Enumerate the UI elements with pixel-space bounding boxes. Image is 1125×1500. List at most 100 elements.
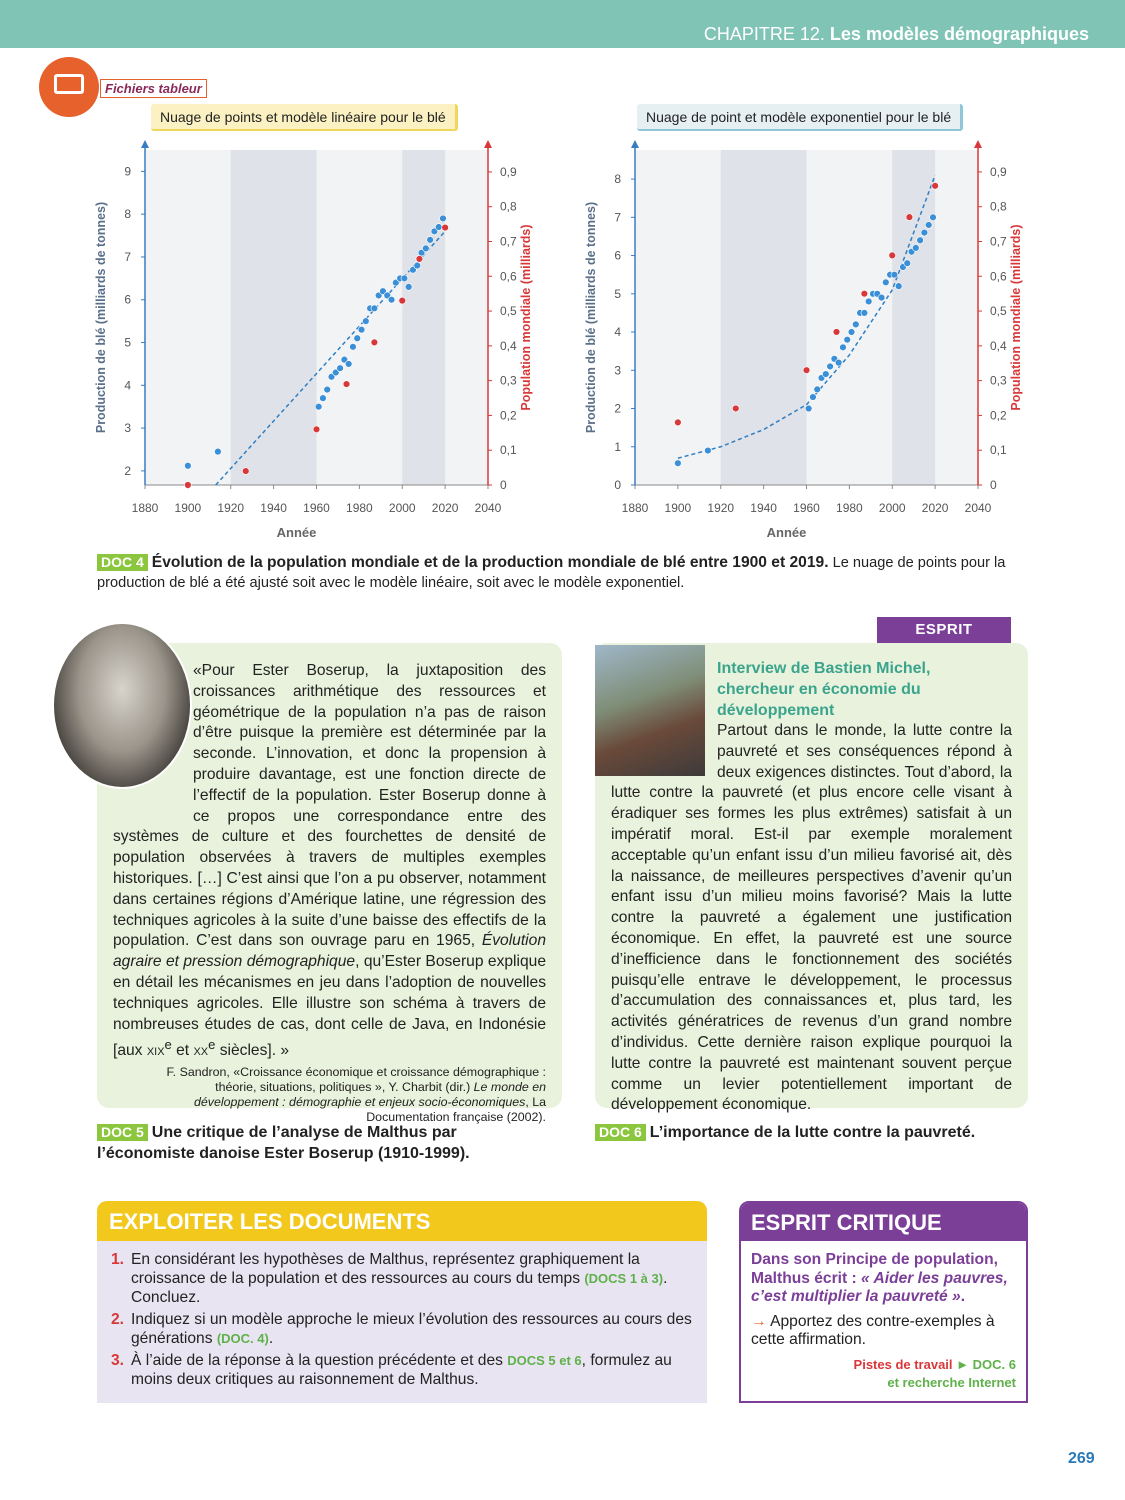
- exercise-number: 2.: [111, 1311, 125, 1328]
- y-tick-label: 3: [124, 421, 131, 435]
- y2-tick-label: 0,3: [990, 374, 1007, 388]
- data-point: [860, 289, 869, 298]
- x-tick-label: 1900: [665, 501, 692, 515]
- data-point: [834, 358, 843, 367]
- doc-title: L’importance de la lutte contre la pauvr…: [649, 1124, 976, 1141]
- spreadsheet-icon: [39, 57, 99, 117]
- chapter-number: CHAPITRE 12.: [703, 24, 825, 44]
- x-tick-label: 1940: [260, 501, 287, 515]
- data-point: [882, 278, 890, 287]
- superscript: e: [164, 1037, 172, 1053]
- critique-box: ESPRIT CRITIQUE Dans son Principe de pop…: [739, 1201, 1028, 1403]
- x-tick-label: 2000: [389, 501, 416, 515]
- y-axis-arrow: [631, 140, 639, 148]
- y2-tick-label: 0,1: [500, 443, 517, 457]
- exercise: 3. À l’aide de la réponse à la question p…: [111, 1351, 693, 1389]
- quote: «Pour Ester Boserup, la juxtaposition de…: [113, 661, 546, 1062]
- doc-ref: DOCS 5 et 6: [507, 1353, 582, 1368]
- data-point: [877, 293, 886, 302]
- arrow: →: [751, 1312, 767, 1330]
- y-tick-label: 7: [614, 210, 621, 224]
- data-point: [920, 228, 929, 237]
- exercise-number: 1.: [111, 1251, 125, 1268]
- data-point: [813, 385, 821, 394]
- data-point: [704, 446, 712, 455]
- y2-tick-label: 0,1: [990, 443, 1007, 457]
- data-point: [426, 236, 434, 244]
- x-tick-label: 1880: [622, 501, 649, 515]
- y2-axis-label: Population mondiale (milliards): [519, 224, 533, 410]
- x-tick-label: 2020: [432, 501, 459, 515]
- doc-title: Une critique de l’analyse de Malthus par…: [97, 1124, 470, 1162]
- x-tick-label: 2000: [879, 501, 906, 515]
- data-point: [826, 362, 834, 371]
- x-tick-label: 1920: [707, 501, 734, 515]
- data-point: [387, 296, 396, 304]
- data-point: [357, 325, 366, 334]
- data-point: [809, 393, 817, 401]
- y2-tick-label: 0,8: [990, 200, 1007, 214]
- data-point: [852, 320, 860, 329]
- data-point: [184, 462, 192, 470]
- x-tick-label: 1980: [836, 501, 863, 515]
- doc-tag: DOC 5: [97, 1124, 148, 1141]
- doc-tag: DOC 6: [595, 1124, 646, 1141]
- data-point: [860, 309, 869, 317]
- exercise-text: À l’aide de la réponse à la question pré…: [131, 1351, 693, 1389]
- y2-tick-label: 0,6: [500, 269, 517, 283]
- shaded-period: [402, 150, 446, 485]
- task: → Apportez des contre-exemples à cette a…: [751, 1313, 1016, 1350]
- y-tick-label: 8: [614, 172, 621, 186]
- data-point: [214, 447, 222, 456]
- y2-tick-label: 0: [990, 478, 997, 492]
- data-point: [312, 425, 321, 434]
- shaded-period: [720, 150, 807, 485]
- data-point: [349, 343, 357, 351]
- data-point: [822, 370, 830, 378]
- superscript: e: [208, 1037, 216, 1053]
- y2-tick-label: 0,6: [990, 269, 1007, 283]
- y-tick-label: 4: [124, 378, 131, 392]
- interview-text: Partout dans le monde, la lutte contre l…: [611, 722, 1012, 1114]
- data-point: [929, 213, 937, 222]
- doc-ref: (DOCS 1 à 3): [584, 1271, 664, 1286]
- x-tick-label: 1960: [793, 501, 820, 515]
- data-point: [916, 236, 924, 244]
- doc4-caption: DOC 4 Évolution de la population mondiale…: [97, 553, 1037, 593]
- y2-tick-label: 0,7: [500, 234, 517, 248]
- y-tick-label: 2: [124, 464, 131, 478]
- y-tick-label: 5: [614, 287, 621, 301]
- doc-tag: DOC 4: [97, 554, 148, 571]
- data-point: [912, 244, 920, 252]
- y-tick-label: 1: [614, 440, 621, 454]
- exercise-end: .: [268, 1330, 274, 1347]
- y2-tick-label: 0,3: [500, 374, 517, 388]
- data-point: [839, 343, 847, 352]
- portrait-photo: [52, 622, 192, 789]
- exercise: 1. En considérant les hypothèses de Malth…: [111, 1250, 693, 1307]
- exercise-body: En considérant les hypothèses de Malthus…: [131, 1251, 640, 1287]
- y-tick-label: 2: [614, 402, 621, 416]
- data-point: [323, 385, 331, 394]
- data-point: [924, 221, 933, 229]
- malthus-quote: « Aider les pauvres, c’est multiplier la…: [751, 1269, 1008, 1306]
- data-point: [804, 404, 813, 413]
- y2-axis-arrow: [484, 140, 492, 148]
- y-tick-label: 6: [614, 249, 621, 263]
- data-point: [931, 182, 939, 190]
- chapter-header: CHAPITRE 12. Les modèles démographiques: [0, 0, 1125, 48]
- task-text: Apportez des contre-exemples à cette aff…: [751, 1312, 995, 1349]
- doc-text: Le nuage de points pour la production de…: [97, 555, 1006, 591]
- data-point: [905, 213, 914, 221]
- hint-arrow: ►: [956, 1356, 970, 1372]
- y-tick-label: 0: [614, 478, 621, 492]
- doc6-box: Interview de Bastien Michel, chercheur e…: [595, 643, 1028, 1113]
- source: F. Sandron, «Croissance économique et cr…: [163, 1065, 546, 1125]
- critique-quote: Dans son Principe de population, Malthus…: [751, 1251, 1016, 1307]
- data-point: [400, 274, 409, 283]
- exercise-text: En considérant les hypothèses de Malthus…: [131, 1250, 693, 1307]
- data-point: [344, 360, 353, 368]
- data-point: [342, 380, 351, 388]
- x-axis-label: Année: [277, 525, 317, 540]
